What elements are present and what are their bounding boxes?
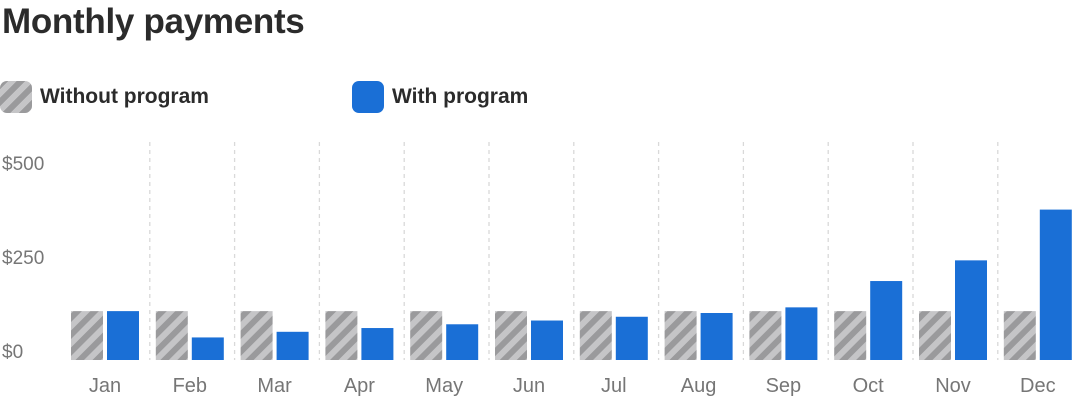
bar-without-program [1003,311,1036,360]
legend-label-without-program: Without program [40,85,209,108]
bar-with-program [785,307,818,360]
x-tick-label: Feb [173,375,207,397]
bar-without-program [919,311,951,360]
hatched-swatch-icon [0,81,32,113]
legend-item-without-program: Without program [0,80,209,114]
y-tick-label: $500 [2,154,44,175]
x-tick-label: May [425,375,463,397]
x-tick-label: Nov [935,375,971,397]
bar-without-program [155,311,188,360]
y-axis: $500 $250 $0 [2,154,44,363]
bar-with-program [615,316,648,360]
bar-with-program [700,313,733,360]
bar-chart: $500 $250 $0 Jan Feb Mar Apr May Jun Jul Aug Sep Oc… [2,142,1072,397]
legend-label-with-program: With program [392,85,529,108]
x-tick-label: Mar [257,375,292,397]
bar-without-program [834,311,867,360]
bar-without-program [749,311,782,360]
x-tick-label: Aug [681,375,717,397]
bar-with-program [870,281,903,360]
bar-without-program [495,311,527,360]
x-tick-label: Dec [1020,375,1056,397]
x-tick-label: Jul [601,375,627,397]
bar-with-program [446,324,479,360]
bar-without-program [71,311,103,360]
bar-without-program [664,311,697,360]
x-tick-label: Apr [344,375,375,397]
bar-without-program [325,311,358,360]
solid-swatch-icon [352,81,384,113]
legend-item-with-program: With program [352,80,528,114]
y-tick-label: $0 [2,342,23,363]
x-tick-label: Jan [89,375,121,397]
bar-with-program [107,311,139,360]
bar-with-program [276,331,309,360]
legend: Without program With program [0,80,700,114]
x-tick-label: Jun [513,375,545,397]
x-tick-label: Sep [766,375,802,397]
chart-title: Monthly payments [2,2,305,41]
bar-with-program [531,320,563,360]
bar-with-program [191,337,224,360]
bar-with-program [955,260,987,360]
bar-without-program [410,311,443,360]
x-axis: Jan Feb Mar Apr May Jun Jul Aug Sep Oct Nov Dec [89,375,1056,397]
bar-without-program [240,311,273,360]
bar-with-program [361,328,394,360]
bar-with-program [1039,209,1072,360]
bars [71,209,1072,360]
bar-without-program [579,311,612,360]
x-tick-label: Oct [853,375,885,397]
y-tick-label: $250 [2,248,44,269]
